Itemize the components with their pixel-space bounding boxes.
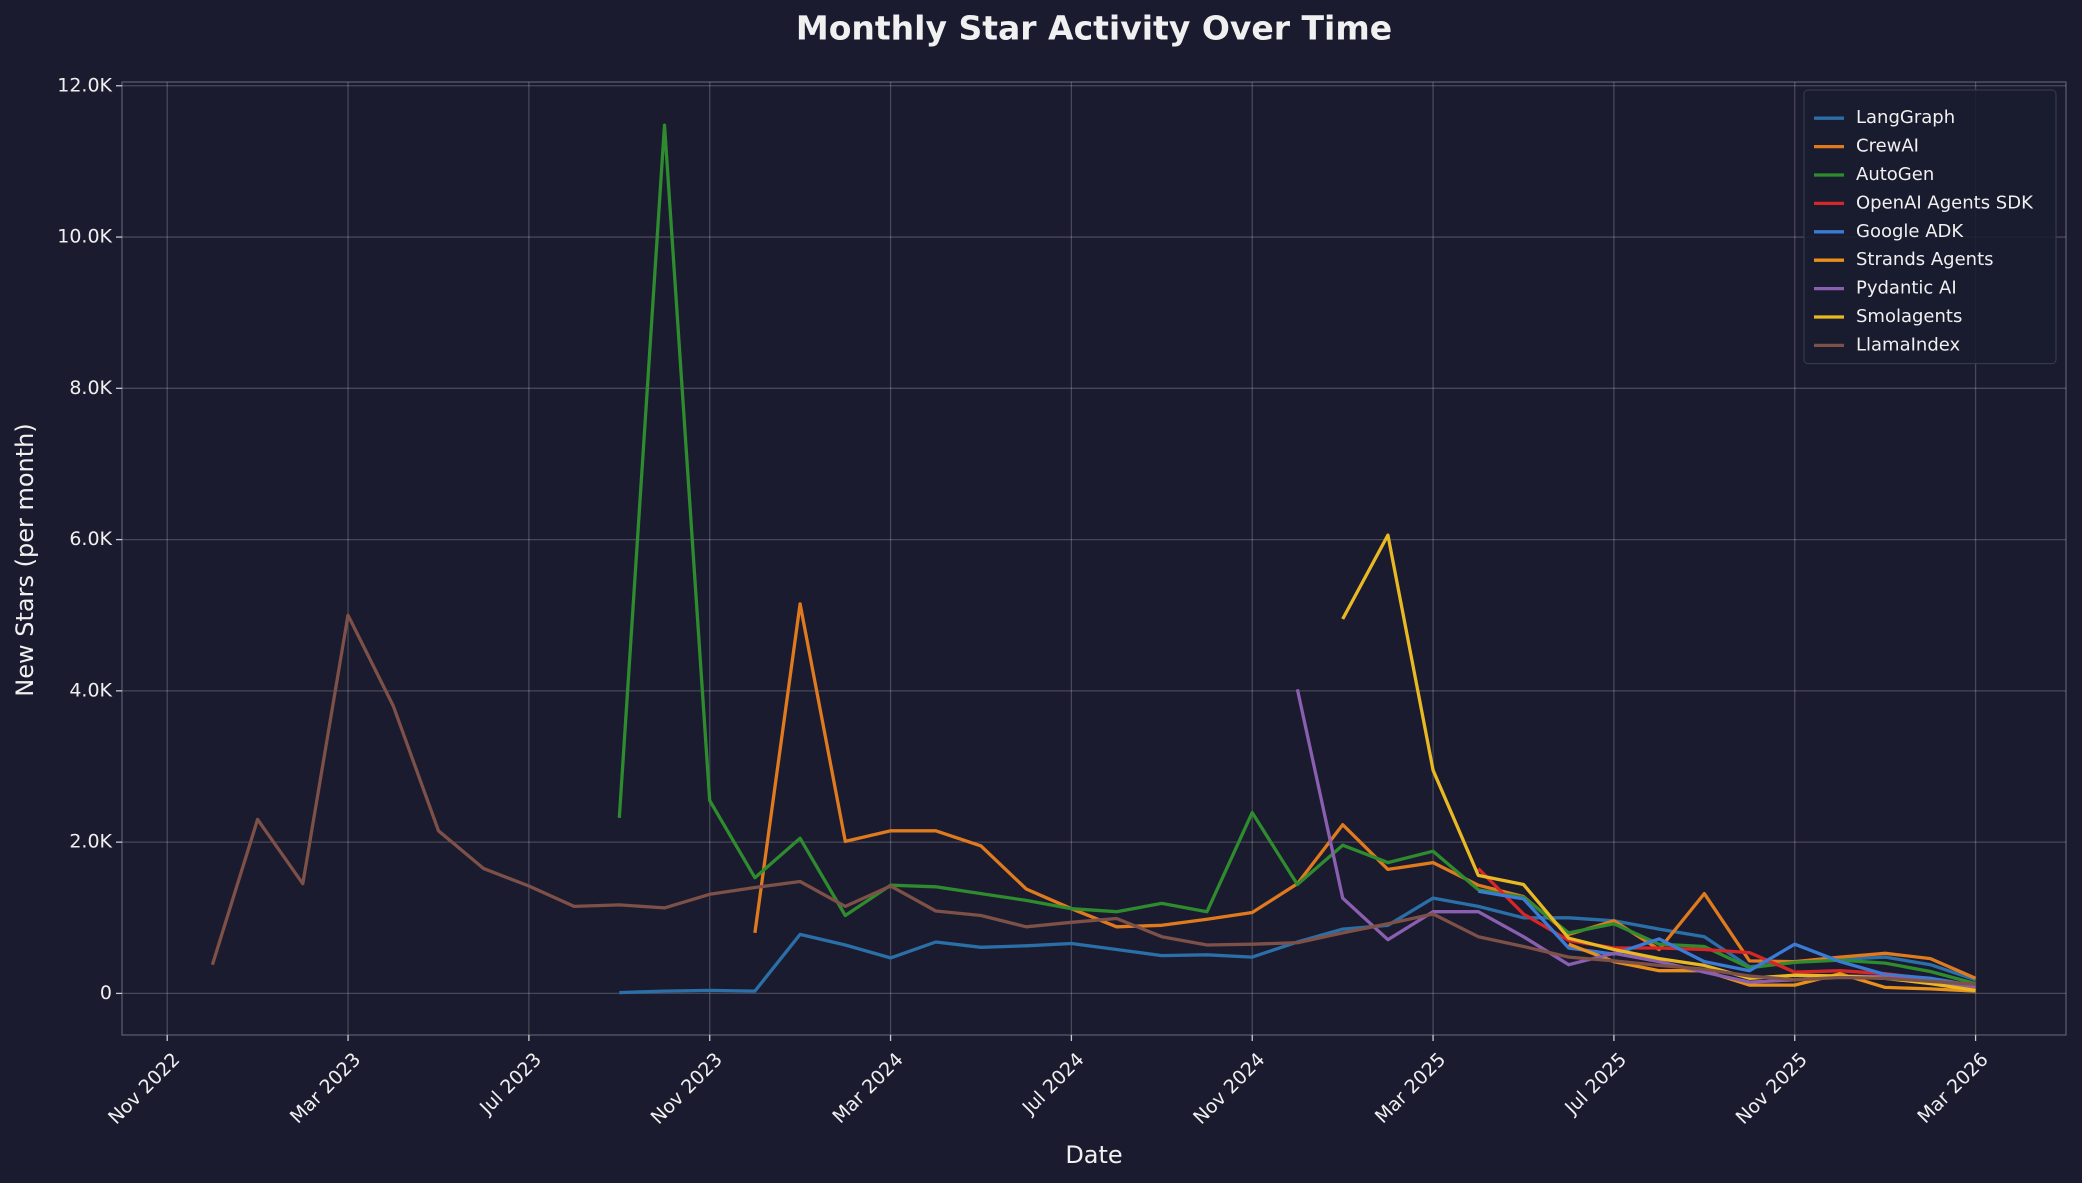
legend-label: OpenAI Agents SDK xyxy=(1856,192,2034,213)
series-line xyxy=(617,123,1977,986)
x-axis-label: Date xyxy=(1065,1141,1122,1169)
plot-frame xyxy=(121,81,2067,1036)
legend-box xyxy=(1803,89,2057,365)
y-tick-label: 6.0K xyxy=(69,528,112,550)
legend-label: CrewAI xyxy=(1856,136,1919,157)
legend-label: Smolagents xyxy=(1856,306,1962,327)
y-tick-label: 4.0K xyxy=(69,679,112,701)
series-line xyxy=(210,613,1976,986)
legend-label: Google ADK xyxy=(1856,221,1964,242)
y-tick-label: 10.0K xyxy=(57,226,112,248)
series-line xyxy=(1568,942,1976,993)
y-tick-label: 8.0K xyxy=(69,377,112,399)
y-tick-label: 2.0K xyxy=(69,831,112,853)
y-tick-label: 12.0K xyxy=(57,74,112,96)
legend-label: LangGraph xyxy=(1856,107,1955,128)
chart-title: Monthly Star Activity Over Time xyxy=(796,9,1392,48)
series-line xyxy=(1478,889,1976,988)
legend-label: AutoGen xyxy=(1856,164,1934,185)
legend: LangGraph CrewAI AutoGen OpenAI Agents SDK G… xyxy=(1803,89,2057,365)
y-tick-label: 0 xyxy=(100,982,112,1004)
legend-label: Pydantic AI xyxy=(1856,278,1957,299)
legend-label: Strands Agents xyxy=(1856,249,1994,270)
legend-label: LlamaIndex xyxy=(1856,334,1961,355)
y-axis-label: New Stars (per month) xyxy=(11,423,39,696)
